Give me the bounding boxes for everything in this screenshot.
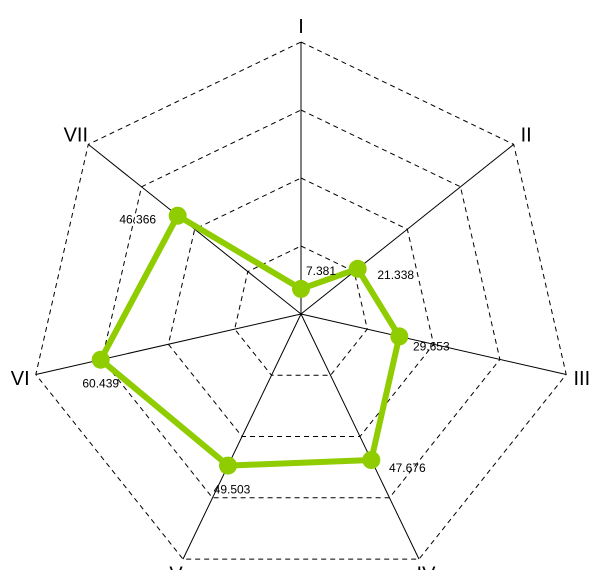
axis-spoke	[182, 313, 302, 560]
data-point	[91, 350, 110, 369]
axis-label: IV	[417, 564, 437, 570]
axis-label: V	[169, 564, 183, 570]
data-point	[219, 456, 237, 475]
series-layer	[91, 206, 409, 475]
data-value-label: 29.653	[413, 339, 450, 353]
grid-ring	[234, 245, 368, 376]
data-point	[362, 451, 381, 469]
data-value-label: 7.381	[306, 264, 336, 278]
grid-ring	[167, 177, 435, 437]
axis-spoke	[35, 313, 302, 375]
axis-spoke	[300, 313, 420, 560]
axis-spoke	[300, 313, 567, 375]
axis-label: II	[521, 124, 532, 146]
axis-label-layer: IIIIIIIVVVIVII	[11, 16, 590, 570]
data-point	[168, 206, 187, 225]
axis-label: I	[298, 16, 304, 38]
data-value-label: 46.366	[119, 213, 156, 227]
spoke-layer	[35, 42, 567, 560]
data-value-label: 21.338	[377, 268, 414, 282]
data-point	[348, 259, 367, 278]
grid-layer	[35, 41, 567, 560]
data-point	[292, 279, 310, 298]
axis-label: VII	[64, 124, 88, 146]
data-value-label: 60.439	[82, 377, 119, 391]
data-value-label: 47.676	[389, 461, 426, 475]
series-line	[97, 212, 403, 469]
axis-spoke	[300, 144, 515, 315]
data-value-label: 49.503	[214, 483, 251, 497]
axis-label: VI	[11, 368, 30, 390]
axis-label: III	[573, 368, 590, 390]
value-label-layer: 7.381 21.338 29.653 47.676 49.503 60.439 46.36…	[82, 213, 450, 497]
data-point	[390, 327, 409, 346]
